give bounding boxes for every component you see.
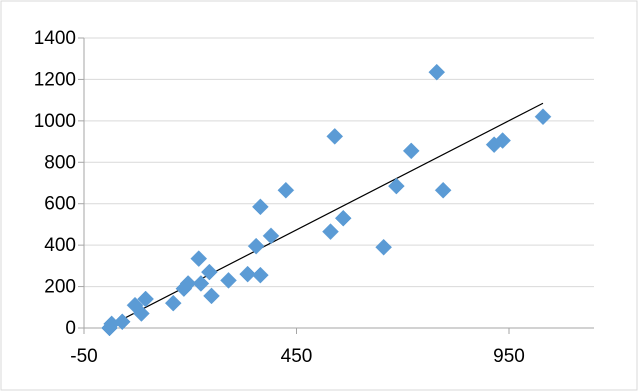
data-point-0-23 xyxy=(375,238,392,256)
data-point-0-29 xyxy=(494,132,511,149)
data-point-0-10 xyxy=(192,275,210,292)
x-tick-label-0: -50 xyxy=(70,346,97,367)
axes xyxy=(78,37,594,334)
data-point-0-12 xyxy=(203,287,220,305)
tick-labels: 0 200 400 600 800 1000 1200 1400 -50 450 950 xyxy=(34,28,525,367)
data-point-0-19 xyxy=(277,181,295,199)
data-points xyxy=(101,63,552,337)
data-point-0-24 xyxy=(388,177,405,195)
data-point-0-17 xyxy=(252,266,269,284)
y-tick-label-2: 400 xyxy=(44,235,76,256)
y-tick-label-7: 1400 xyxy=(34,28,76,49)
gridlines xyxy=(84,37,594,288)
data-point-0-22 xyxy=(334,209,352,227)
data-point-0-18 xyxy=(262,227,280,245)
data-point-0-4 xyxy=(133,305,150,322)
y-tick-label-1: 200 xyxy=(44,277,76,298)
y-tick-label-4: 800 xyxy=(44,152,76,173)
data-point-0-2 xyxy=(113,313,131,331)
data-point-0-27 xyxy=(434,181,452,199)
y-tick-label-0: 0 xyxy=(65,318,76,339)
data-point-0-13 xyxy=(220,272,237,289)
y-tick-label-6: 1200 xyxy=(34,69,76,90)
data-point-0-30 xyxy=(534,108,552,126)
x-tick-label-1: 450 xyxy=(281,346,313,367)
data-point-0-16 xyxy=(252,198,269,216)
data-point-0-21 xyxy=(326,128,344,145)
data-point-0-6 xyxy=(164,294,182,312)
data-point-0-9 xyxy=(190,250,208,267)
data-point-0-20 xyxy=(322,223,339,241)
data-point-0-14 xyxy=(239,265,256,283)
y-tick-label-5: 1000 xyxy=(34,111,76,132)
data-point-0-25 xyxy=(402,142,420,160)
y-tick-label-3: 600 xyxy=(44,194,76,215)
data-point-0-26 xyxy=(428,63,446,81)
data-point-0-15 xyxy=(247,237,265,255)
x-tick-label-2: 950 xyxy=(493,346,525,367)
data-point-0-5 xyxy=(137,290,154,308)
data-point-0-8 xyxy=(179,275,197,292)
data-point-0-11 xyxy=(201,263,218,281)
